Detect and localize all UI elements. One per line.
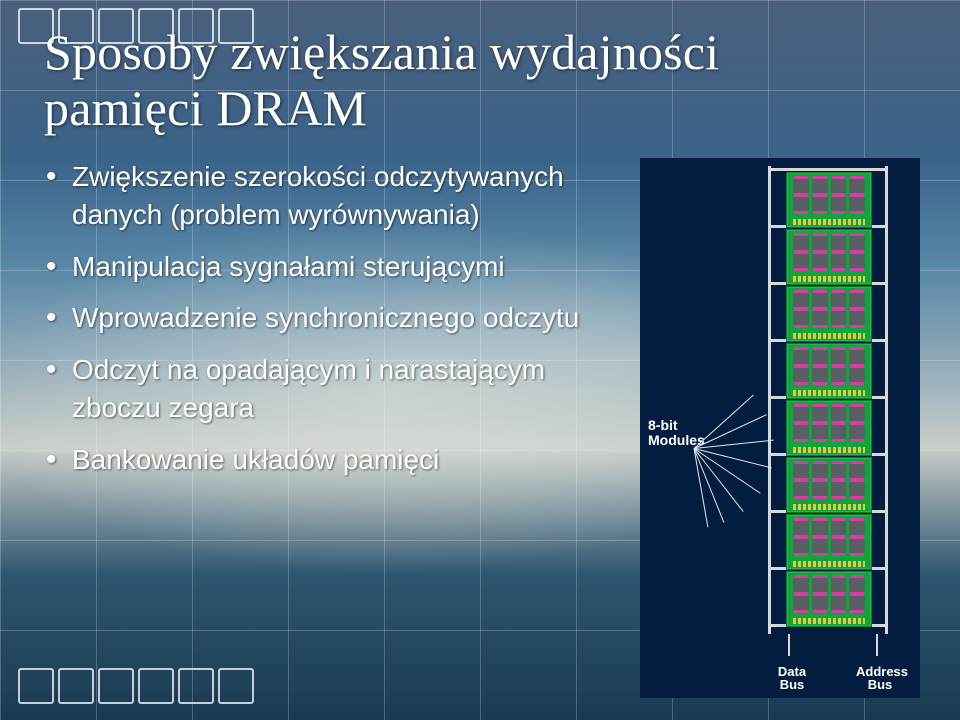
decor-square: [218, 668, 254, 704]
memory-module: [786, 172, 872, 228]
bullet-item: Manipulacja sygnałami sterującymi: [44, 248, 604, 286]
bullet-item: Odczyt na opadającym i narastającym zboc…: [44, 351, 604, 427]
decor-square: [58, 668, 94, 704]
slide: Sposoby zwiększania wydajności pamięci D…: [0, 0, 960, 720]
bus-labels: DataBus AddressBus: [768, 665, 908, 692]
decor-squares-bottom: [18, 668, 268, 712]
module-connectors: [694, 388, 774, 568]
decor-square: [98, 8, 134, 44]
decor-square: [218, 8, 254, 44]
data-bus-lead: [788, 634, 790, 656]
address-bus-lead: [876, 634, 878, 656]
decor-square: [18, 668, 54, 704]
memory-module: [786, 571, 872, 627]
memory-module: [786, 400, 872, 456]
decor-square: [138, 668, 174, 704]
memory-module: [786, 457, 872, 513]
memory-bus-diagram: 8-bitModules DataBus AddressBus: [640, 158, 920, 698]
decor-square: [98, 668, 134, 704]
decor-square: [138, 8, 174, 44]
connector-line: [694, 448, 709, 527]
bullet-list: Zwiększenie szerokości odczytywanych dan…: [44, 158, 620, 698]
bus-rung: [771, 168, 885, 171]
label-data-bus: DataBus: [768, 665, 816, 692]
decor-squares-top: [18, 8, 268, 52]
bullet-item: Zwiększenie szerokości odczytywanych dan…: [44, 158, 604, 234]
label-address-bus: AddressBus: [856, 665, 904, 692]
decor-square: [178, 8, 214, 44]
bullet-item: Wprowadzenie synchronicznego odczytu: [44, 299, 604, 337]
bullet-item: Bankowanie układów pamięci: [44, 441, 604, 479]
decor-square: [18, 8, 54, 44]
decor-square: [58, 8, 94, 44]
content-row: Zwiększenie szerokości odczytywanych dan…: [44, 158, 920, 698]
memory-module: [786, 514, 872, 570]
title-line-2: pamięci DRAM: [44, 80, 367, 136]
connector-line: [694, 395, 754, 449]
decor-square: [178, 668, 214, 704]
memory-module: [786, 229, 872, 285]
memory-module: [786, 343, 872, 399]
memory-module: [786, 286, 872, 342]
